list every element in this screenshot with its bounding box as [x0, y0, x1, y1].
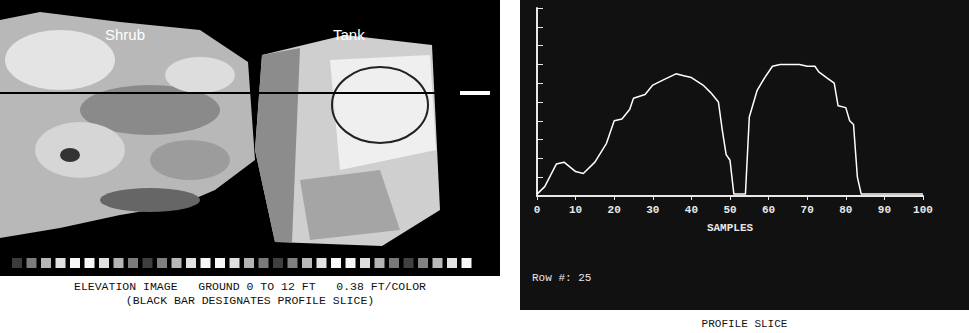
svg-text:Shrub: Shrub	[105, 26, 145, 43]
svg-text:0: 0	[534, 204, 541, 216]
svg-text:Row #: 25: Row #: 25	[532, 272, 591, 284]
svg-text:30: 30	[646, 204, 659, 216]
html-text:PROFILE SLICE: PROFILE SLICE	[701, 318, 788, 330]
svg-text:90: 90	[878, 204, 891, 216]
svg-text:40: 40	[685, 204, 698, 216]
svg-text:20: 20	[608, 204, 621, 216]
svg-text:70: 70	[801, 204, 814, 216]
svg-text:100: 100	[913, 204, 933, 216]
svg-text:SAMPLES: SAMPLES	[707, 222, 754, 234]
svg-text:Tank: Tank	[333, 26, 365, 43]
svg-text:50: 50	[723, 204, 736, 216]
svg-text:10: 10	[569, 204, 582, 216]
svg-text:60: 60	[762, 204, 775, 216]
svg-text:80: 80	[839, 204, 852, 216]
html-text:ELEVATION IMAGE GROUND 0 TO 12: ELEVATION IMAGE GROUND 0 TO 12 FT 0.38 F…	[74, 280, 426, 307]
